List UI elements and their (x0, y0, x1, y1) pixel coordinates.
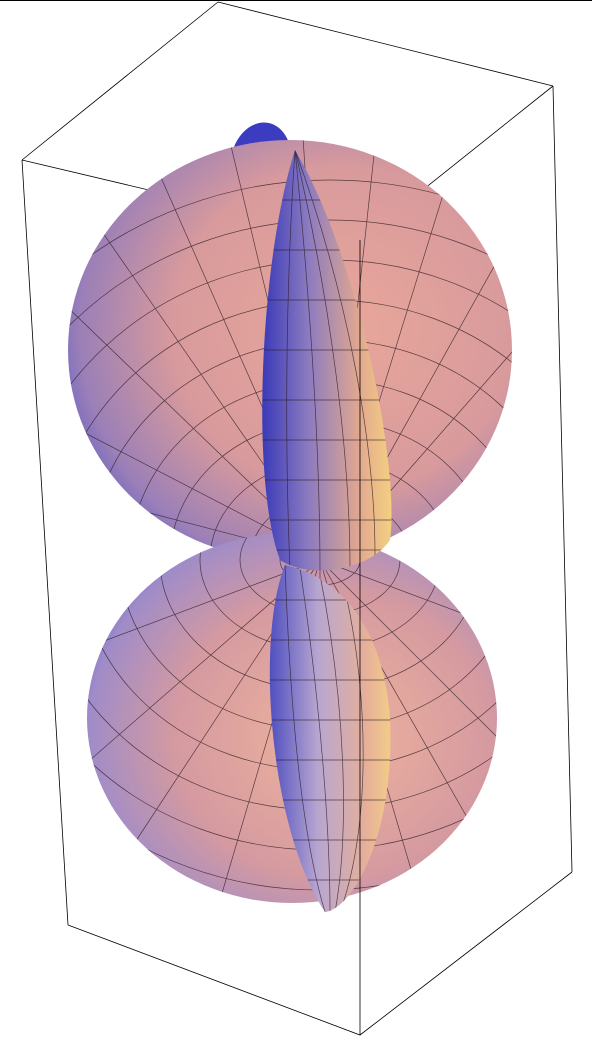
upper-thin-mesh (262, 150, 392, 571)
lower-thin-mesh (269, 565, 391, 912)
bounding-box-front (21, 85, 573, 1036)
bounding-box-back (21, 1, 554, 241)
upper-thin-lobe (262, 150, 392, 571)
upper-thin (262, 150, 392, 571)
